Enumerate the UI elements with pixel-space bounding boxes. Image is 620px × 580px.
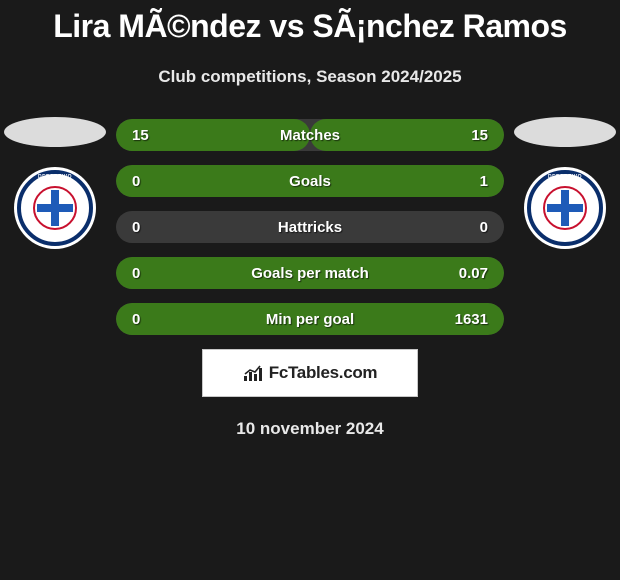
stat-row: 0 Hattricks 0 (116, 211, 504, 243)
stats-center-col: 15 Matches 15 0 Goals 1 0 Hattricks 0 0 Goals per … (116, 117, 504, 335)
cross-icon (547, 204, 583, 212)
club-badge-right: DEPORTIVO MEXICO (524, 167, 606, 249)
stat-value-left: 0 (132, 173, 140, 190)
player-right-avatar (514, 117, 616, 147)
stat-value-right: 1631 (455, 311, 488, 328)
chart-icon (243, 364, 265, 382)
stat-value-left: 15 (132, 127, 149, 144)
club-badge-inner (33, 186, 77, 230)
cross-icon (37, 204, 73, 212)
stat-row: 15 Matches 15 (116, 119, 504, 151)
stat-label: Hattricks (278, 219, 342, 236)
player-left-col: DEPORTIVO MEXICO (4, 117, 106, 249)
club-text-bot: MEXICO (44, 236, 67, 242)
stat-row: 0 Min per goal 1631 (116, 303, 504, 335)
stat-value-left: 0 (132, 265, 140, 282)
stat-row: 0 Goals per match 0.07 (116, 257, 504, 289)
stat-label: Min per goal (266, 311, 354, 328)
stat-value-left: 0 (132, 219, 140, 236)
page-title: Lira MÃ©ndez vs SÃ¡nchez Ramos (0, 0, 620, 45)
stat-value-right: 1 (480, 173, 488, 190)
stats-area: DEPORTIVO MEXICO 15 Matches 15 0 Goals 1 0 Hatt… (0, 117, 620, 335)
stat-label: Matches (280, 127, 340, 144)
stat-value-left: 0 (132, 311, 140, 328)
club-badge-left: DEPORTIVO MEXICO (14, 167, 96, 249)
player-left-avatar (4, 117, 106, 147)
subtitle: Club competitions, Season 2024/2025 (0, 67, 620, 87)
brand-text: FcTables.com (269, 363, 378, 383)
club-text-top: DEPORTIVO (38, 174, 72, 180)
player-right-col: DEPORTIVO MEXICO (514, 117, 616, 249)
club-text-bot: MEXICO (554, 236, 577, 242)
date-line: 10 november 2024 (0, 419, 620, 439)
infographic-container: Lira MÃ©ndez vs SÃ¡nchez Ramos Club comp… (0, 0, 620, 439)
stat-value-right: 0 (480, 219, 488, 236)
stat-label: Goals (289, 173, 331, 190)
brand-box: FcTables.com (202, 349, 418, 397)
stat-value-right: 15 (471, 127, 488, 144)
club-badge-inner (543, 186, 587, 230)
stat-label: Goals per match (251, 265, 369, 282)
club-text-top: DEPORTIVO (548, 174, 582, 180)
stat-value-right: 0.07 (459, 265, 488, 282)
stat-row: 0 Goals 1 (116, 165, 504, 197)
